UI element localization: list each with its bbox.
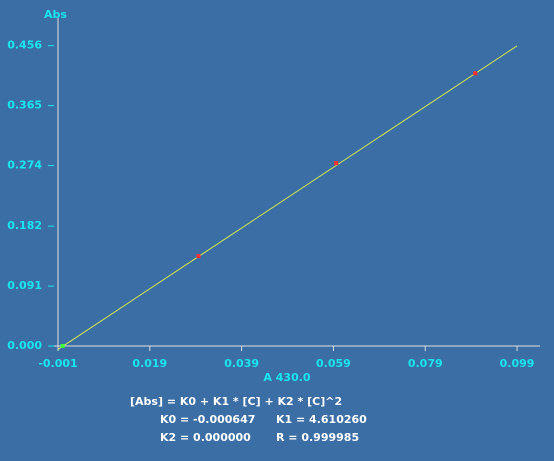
data-point (60, 344, 65, 348)
x-tick-label: 0.079 (408, 357, 443, 370)
x-tick-label: 0.039 (224, 357, 259, 370)
y-tick-label: 0.274 (7, 159, 42, 172)
x-tick-label: 0.099 (500, 357, 535, 370)
equation: [Abs] = K0 + K1 * [C] + K2 * [C]^2 (130, 395, 342, 408)
coefficient: K2 = 0.000000 (160, 431, 251, 444)
coefficient: R = 0.999985 (276, 431, 359, 444)
y-tick-label: 0.000 (7, 339, 42, 352)
x-tick-label: 0.059 (316, 357, 351, 370)
data-point (196, 254, 201, 259)
x-tick-label: -0.001 (38, 357, 77, 370)
fit-line (57, 45, 518, 350)
data-point (334, 161, 339, 166)
data-point (473, 71, 478, 76)
y-tick-label: 0.365 (7, 99, 42, 112)
y-tick-label: 0.091 (7, 279, 42, 292)
y-tick-label: 0.182 (7, 219, 42, 232)
x-axis-label: A 430.0 (263, 371, 310, 384)
y-tick-label: 0.456 (7, 39, 42, 52)
y-axis-label: Abs (44, 8, 67, 21)
x-tick-label: 0.019 (132, 357, 167, 370)
coefficient: K1 = 4.610260 (276, 413, 367, 426)
coefficient: K0 = -0.000647 (160, 413, 255, 426)
